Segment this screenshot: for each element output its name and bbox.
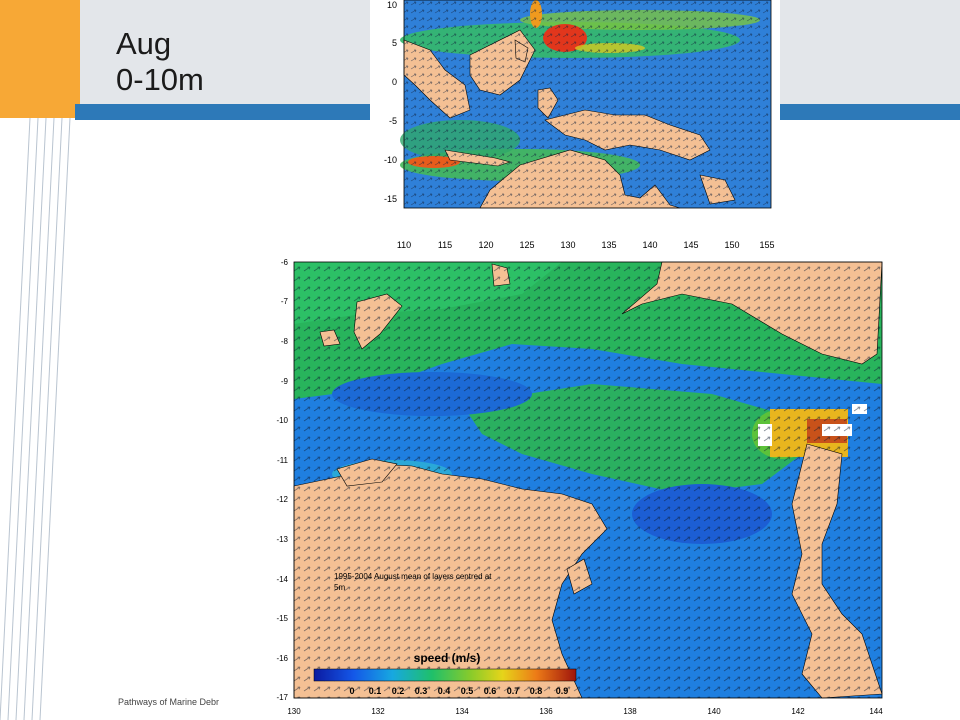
map-annotation: 1995-2004 August mean of layers centred … [334,572,492,581]
lon-tick: 132 [371,707,385,716]
accent-orange-block [0,0,80,118]
lat-tick: -15 [384,194,397,204]
lat-tick: 10 [387,0,397,10]
colorbar-tick: 0.5 [461,686,474,696]
lon-tick: 140 [642,240,657,250]
lat-tick: -6 [281,258,289,267]
map-annotation: 5m [334,583,345,592]
lat-tick: -9 [281,377,289,386]
lon-tick: 130 [287,707,301,716]
lon-tick: 144 [869,707,883,716]
lon-tick: 155 [759,240,774,250]
colorbar-tick: 0 [349,686,354,696]
lat-tick: -12 [276,495,288,504]
lon-tick: 125 [519,240,534,250]
colorbar-tick: 0.7 [507,686,520,696]
colorbar-tick: 0.4 [438,686,451,696]
lat-tick: 0 [392,77,397,87]
lon-tick: 134 [455,707,469,716]
lat-tick: -14 [276,575,288,584]
slide-title: Aug 0-10m [116,26,204,97]
speed-colorbar: speed (m/s) 0 0.1 0.2 0.3 0.4 0.5 0.6 0.… [313,651,577,696]
lon-tick: 142 [791,707,805,716]
lon-tick: 150 [724,240,739,250]
lon-tick: 140 [707,707,721,716]
top-map-lon-ticks: 110 115 120 125 130 135 140 145 150 155 [397,240,775,250]
lat-tick: -5 [389,116,397,126]
gulf-current-map: 1995-2004 August mean of layers centred … [262,254,888,720]
lon-tick: 138 [623,707,637,716]
lon-tick: 115 [438,240,452,250]
decorative-lines [0,118,71,720]
bottom-map-lat-ticks: -6 -7 -8 -9 -10 -11 -12 -13 -14 -15 -16 … [276,258,288,702]
lat-tick: -13 [276,535,288,544]
colorbar-tick: 0.6 [484,686,497,696]
colorbar-tick: 0.8 [530,686,543,696]
top-map-lat-ticks: 10 5 0 -5 -10 -15 [384,0,397,204]
colorbar-tick: 0.3 [415,686,428,696]
colorbar-tick: 0.1 [369,686,382,696]
lat-tick: -17 [276,693,288,702]
bottom-map-lon-ticks: 130 132 134 136 138 140 142 144 [287,707,883,716]
lon-tick: 130 [560,240,575,250]
lat-tick: -7 [281,297,289,306]
lon-tick: 145 [683,240,698,250]
colorbar-title: speed (m/s) [414,651,481,665]
colorbar-tick: 0.9 [556,686,569,696]
lat-tick: 5 [392,38,397,48]
lat-tick: -11 [277,456,289,465]
lat-tick: -15 [276,614,288,623]
lat-tick: -16 [276,654,288,663]
footer-text: Pathways of Marine Debr [118,697,220,707]
colorbar-tick: 0.2 [392,686,405,696]
lat-tick: -10 [384,155,397,165]
lat-tick: -8 [281,337,289,346]
lon-tick: 135 [601,240,616,250]
lat-tick: -10 [276,416,288,425]
lon-tick: 136 [539,707,553,716]
lon-tick: 120 [478,240,493,250]
regional-current-map: 10 5 0 -5 -10 -15 110 115 120 125 130 13… [370,0,780,256]
lon-tick: 110 [397,240,411,250]
